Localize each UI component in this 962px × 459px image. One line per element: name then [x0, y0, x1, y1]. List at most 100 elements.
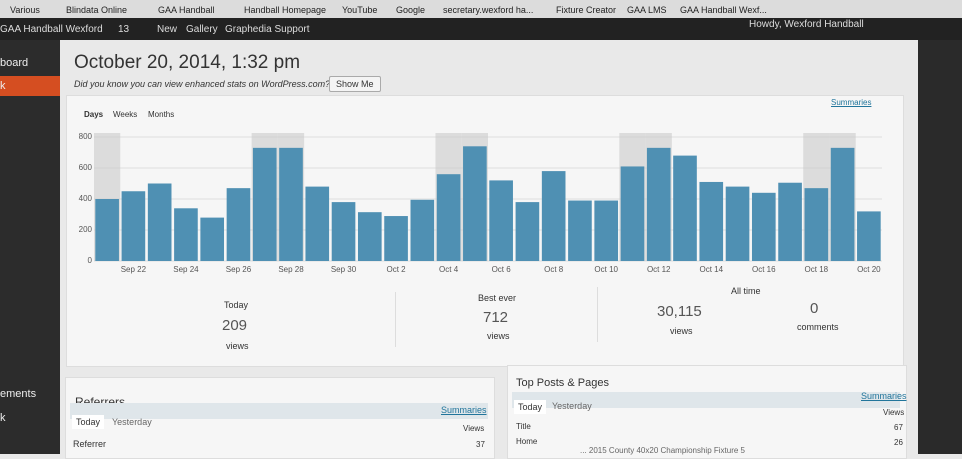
x-tick-label: Oct 16	[752, 265, 776, 274]
sidebar-active	[0, 76, 60, 96]
menu-item[interactable]: k	[0, 80, 6, 92]
updates[interactable]: 13	[118, 24, 130, 35]
bookmark[interactable]: Google	[396, 5, 426, 15]
chart: 0 200 400 600 800 Sep 22 Sep 24 Sep 26 Sep 28 Sep…	[79, 132, 882, 274]
x-tick-label: Sep 26	[226, 265, 252, 274]
bookmark[interactable]: YouTube	[342, 5, 378, 15]
stat-label: Today	[224, 300, 249, 310]
show-me-button[interactable]: Show Me	[329, 76, 381, 92]
tab[interactable]: Today	[514, 400, 547, 414]
support-link[interactable]: Graphedia Support	[225, 24, 310, 35]
bar	[410, 199, 435, 261]
bar	[594, 200, 619, 261]
x-tick-label: Sep 24	[173, 265, 199, 274]
cell: Referrer	[73, 439, 107, 449]
bookmark[interactable]: GAA LMS	[627, 5, 667, 15]
x-tick-label: Oct 20	[857, 265, 881, 274]
stat-unit: views	[487, 331, 510, 341]
x-tick-label: Oct 18	[805, 265, 829, 274]
bar	[384, 216, 408, 261]
bar	[463, 146, 487, 261]
x-tick-label: Oct 12	[647, 265, 671, 274]
x-tick-label: Sep 28	[278, 265, 304, 274]
cell: Title	[516, 422, 531, 431]
x-tick-label: Oct 6	[492, 265, 512, 274]
cell: 67	[894, 423, 903, 432]
cell: Home	[516, 437, 538, 446]
bar	[646, 147, 671, 261]
bar	[804, 188, 829, 261]
y-tick-label: 400	[79, 194, 93, 203]
bar	[95, 199, 119, 261]
tab-strip	[512, 392, 900, 408]
summaries-link[interactable]: Summaries	[831, 98, 872, 107]
bookmark[interactable]: Blindata Online	[66, 5, 128, 15]
x-tick-label: Oct 14	[699, 265, 723, 274]
bar	[489, 180, 513, 261]
bar	[226, 188, 251, 261]
howdy[interactable]: Howdy, Wexford Handball	[749, 19, 864, 30]
menu-item[interactable]: k	[0, 412, 6, 424]
sidebar	[0, 40, 60, 454]
bar	[174, 208, 198, 261]
y-tick-label: 200	[79, 225, 93, 234]
site-name[interactable]: GAA Handball Wexford	[0, 24, 103, 35]
tab[interactable]: Today	[72, 415, 105, 429]
tab[interactable]: Yesterday	[112, 417, 152, 427]
bookmark[interactable]: GAA Handball	[158, 5, 215, 15]
bar	[620, 166, 645, 261]
bar	[436, 174, 461, 261]
x-tick-label: Oct 4	[439, 265, 459, 274]
bar	[830, 147, 855, 261]
bar	[357, 212, 382, 261]
bookmark[interactable]: Fixture Creator	[556, 5, 617, 15]
x-tick-label: Oct 10	[594, 265, 618, 274]
column-head: Views	[883, 408, 905, 417]
y-tick-label: 0	[88, 256, 93, 265]
bookmark[interactable]: secretary.wexford ha...	[443, 5, 534, 15]
y-tick-label: 600	[79, 163, 93, 172]
summaries-link[interactable]: Summaries	[861, 391, 907, 401]
bezel	[918, 40, 962, 454]
bar	[121, 191, 146, 261]
bar	[699, 181, 724, 261]
bookmark[interactable]: Various	[10, 5, 40, 15]
tab[interactable]: Months	[148, 110, 175, 119]
bar	[515, 202, 540, 261]
gallery-link[interactable]: Gallery	[186, 24, 218, 35]
column-head: Views	[463, 424, 485, 433]
bar	[778, 182, 802, 261]
bookmarks-bar	[0, 0, 962, 18]
tab-strip	[70, 403, 488, 419]
stat-value: 209	[222, 317, 248, 334]
x-tick-label: Oct 8	[544, 265, 564, 274]
bar	[568, 200, 592, 261]
stat-label: All time	[731, 286, 761, 296]
bookmark[interactable]: GAA Handball Wexf...	[680, 5, 767, 15]
summaries-link[interactable]: Summaries	[441, 405, 487, 415]
stat-value: 712	[483, 309, 509, 326]
stat-value: 0	[810, 300, 819, 317]
bar	[725, 186, 750, 261]
tab[interactable]: Days	[84, 110, 104, 119]
stat-unit: views	[670, 326, 693, 336]
menu-item[interactable]: ements	[0, 388, 37, 400]
new-button[interactable]: New	[157, 24, 178, 35]
divider	[395, 292, 396, 347]
bar	[252, 147, 277, 261]
bookmark[interactable]: Handball Homepage	[244, 5, 327, 15]
cell: 37	[476, 440, 485, 449]
bar	[279, 147, 303, 261]
stat-value: 30,115	[657, 303, 702, 320]
tab[interactable]: Yesterday	[552, 401, 592, 411]
stat-unit: comments	[797, 322, 839, 332]
cell: ... 2015 County 40x20 Championship Fixtu…	[580, 446, 745, 455]
x-tick-label: Sep 30	[331, 265, 357, 274]
panel-title: Top Posts & Pages	[516, 377, 609, 389]
x-tick-label: Sep 22	[121, 265, 147, 274]
tab[interactable]: Weeks	[113, 110, 138, 119]
x-tick-label: Oct 2	[387, 265, 407, 274]
menu-item[interactable]: board	[0, 57, 29, 69]
stat-label: Best ever	[478, 293, 517, 303]
